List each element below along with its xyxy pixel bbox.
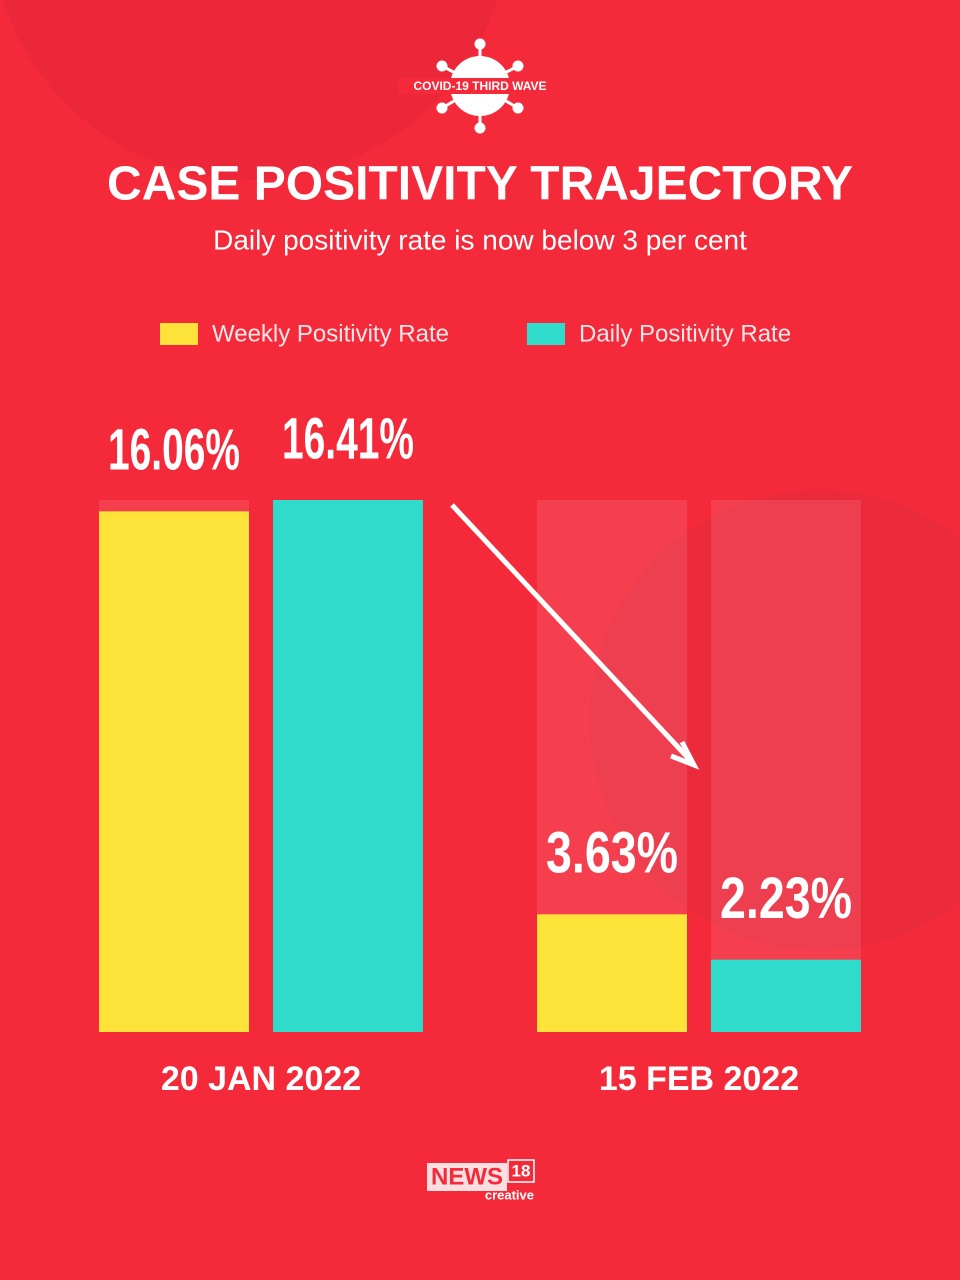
legend-label: Daily Positivity Rate bbox=[579, 320, 791, 347]
value-label: 2.23% bbox=[720, 866, 852, 931]
logo: NEWS bbox=[431, 1163, 503, 1190]
decor bbox=[2, 0, 498, 180]
value-label: 16.41% bbox=[282, 406, 414, 471]
x-tick-label: 20 JAN 2022 bbox=[161, 1060, 361, 1098]
logo-sub: creative bbox=[485, 1187, 534, 1202]
bar bbox=[537, 914, 687, 1032]
bar bbox=[273, 500, 423, 1032]
bar bbox=[99, 511, 249, 1032]
logo-number: 18 bbox=[512, 1161, 531, 1180]
legend-label: Weekly Positivity Rate bbox=[212, 320, 449, 347]
x-tick-label: 15 FEB 2022 bbox=[599, 1060, 799, 1098]
bar-track bbox=[711, 500, 861, 1032]
bar bbox=[711, 959, 861, 1032]
legend-swatch bbox=[527, 323, 565, 345]
badge-bg bbox=[398, 78, 562, 94]
logo-number-box bbox=[507, 1159, 535, 1183]
logo-box bbox=[427, 1163, 507, 1191]
trend-arrow bbox=[450, 503, 700, 770]
chart-subtitle: Daily positivity rate is now below 3 per… bbox=[213, 224, 747, 255]
value-label: 3.63% bbox=[546, 821, 678, 886]
decor bbox=[590, 490, 960, 950]
chart-title: CASE POSITIVITY TRAJECTORY bbox=[107, 158, 853, 211]
badge: COVID-19 THIRD WAVE bbox=[413, 79, 546, 93]
value-label: 16.06% bbox=[108, 418, 240, 483]
legend-swatch bbox=[160, 323, 198, 345]
